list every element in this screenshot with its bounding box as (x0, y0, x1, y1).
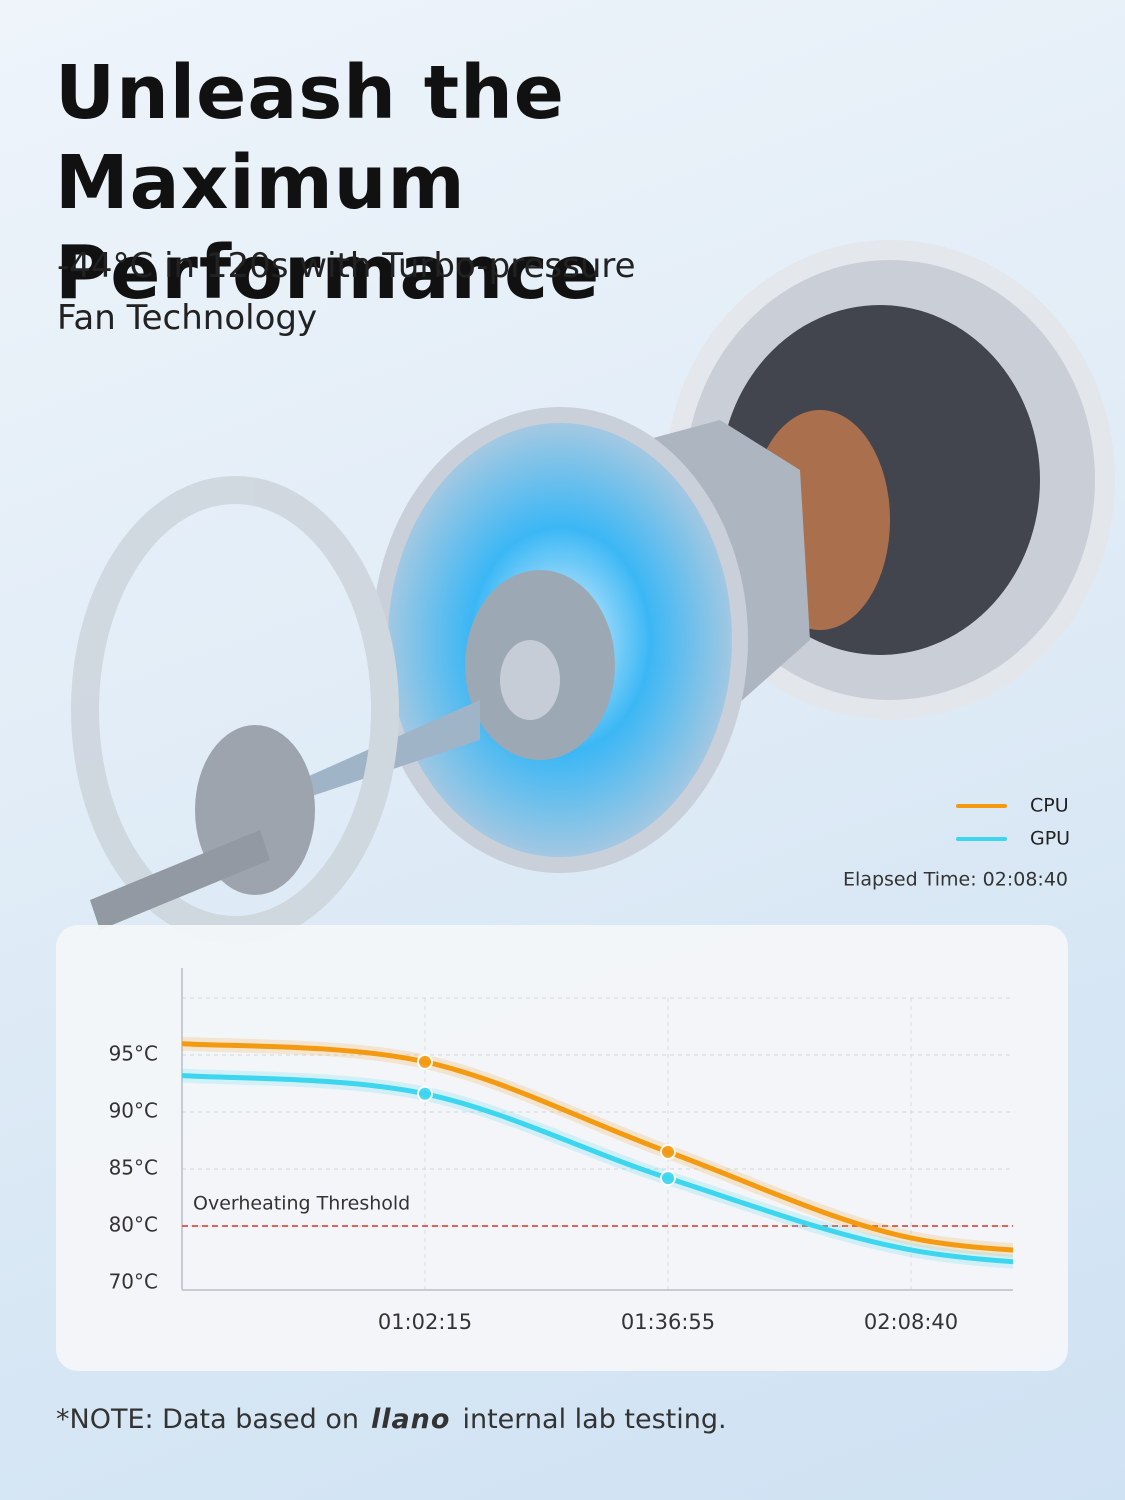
annotation: Elapsed Time: 02:08:40 (843, 869, 1068, 891)
brand: llano (370, 1404, 451, 1435)
threshold-label: Overheating Threshold (193, 1193, 410, 1215)
point (660, 1143, 676, 1160)
x-tick-label: 01:02:15 (378, 1310, 472, 1334)
point (417, 1053, 433, 1070)
y-tick-label: 80°C (109, 1213, 158, 1237)
x-tick-label: 01:36:55 (621, 1310, 715, 1334)
point (660, 1170, 676, 1187)
footnote: *NOTE: Data based on llano internal lab te… (56, 1404, 727, 1435)
y-tick-label: 70°C (109, 1270, 158, 1294)
note-end: internal lab testing. (462, 1404, 727, 1435)
legend-label: CPU (1030, 795, 1069, 817)
y-tick-label: 85°C (109, 1156, 158, 1180)
chart-panel (56, 925, 1068, 1371)
legend-label: GPU (1030, 828, 1070, 850)
note-start: *NOTE: Data based on (56, 1404, 359, 1435)
x-tick-label: 02:08:40 (864, 1310, 958, 1334)
title: Unleash the Maximum Performance (55, 50, 601, 316)
y-tick-label: 95°C (109, 1042, 158, 1066)
fan-art (71, 240, 1115, 944)
point (417, 1085, 433, 1102)
y-tick-label: 90°C (109, 1099, 158, 1123)
subtitle: -44°C in 120s with Turbo-pressure Fan Te… (57, 246, 636, 338)
